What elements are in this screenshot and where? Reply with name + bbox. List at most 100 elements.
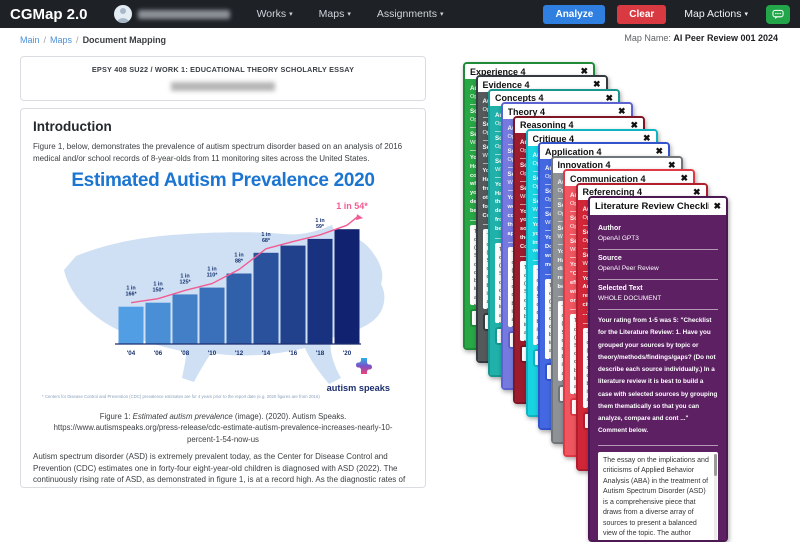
close-icon[interactable]: ✖ [655,146,663,157]
selected-text-value: WHOLE DOCUMENT [598,295,662,302]
panel-header[interactable]: Application 4 ✖ [540,144,668,160]
close-icon[interactable]: ✖ [580,66,588,76]
document-body-box: Introduction Figure 1, below, demonstrat… [20,108,426,488]
prevalence-bar [118,306,143,345]
x-tick-label: '10 [207,350,216,357]
x-tick-label: '18 [315,350,324,357]
panel-title: Communication 4 [570,173,646,184]
breadcrumb-main[interactable]: Main [20,35,40,45]
top-navbar: CGMap 2.0 Works ▾ Maps ▾ Assignments ▾ Anal… [0,0,800,28]
point-label: 1 in 59* [315,218,325,230]
panel-title: Critique 4 [532,133,575,144]
main-menu: Works ▾ Maps ▾ Assignments ▾ [257,8,444,20]
point-label: 1 in 150* [152,282,164,294]
close-icon[interactable]: ✖ [630,119,638,130]
panel-title: Referencing 4 [582,187,643,198]
user-menu[interactable] [113,5,230,23]
source-value: OpenAI Peer Review [598,265,659,272]
rating-text: Your rating from 1-5 was 5: "Checklist f… [598,310,718,446]
chart-title: Estimated Autism Prevalence 2020 [71,170,375,192]
panel-body: Author OpenAI GPT3 Source OpenAI Peer Re… [590,215,726,540]
panel-header[interactable]: Referencing 4 ✖ [577,184,706,200]
close-icon[interactable]: ✖ [667,159,676,170]
document-header-box: EPSY 408 SU22 / WORK 1: EDUCATIONAL THEO… [20,56,426,101]
panel-header[interactable]: Concepts 4 ✖ [490,90,618,106]
prevalence-bar [334,229,359,345]
author-value: OpenAI GPT3 [598,235,639,242]
x-tick-label: '16 [288,350,297,357]
x-tick-label: '14 [261,350,270,357]
panel-header[interactable]: Experience 4 ✖ [465,64,593,79]
breadcrumb-current: Document Mapping [82,35,167,45]
note-panel-checklist[interactable]: Literature Review Checklist 5 ✖ Author O… [588,196,728,542]
panel-header[interactable]: Reasoning 4 ✖ [515,117,643,133]
autism-speaks-puzzle-icon [355,358,372,375]
caret-down-icon: ▾ [439,11,444,18]
x-tick-label: '06 [153,350,162,357]
autism-speaks-logo-text: autism speaks [326,383,389,393]
panel-header[interactable]: Literature Review Checklist 5 ✖ [590,198,726,215]
speech-bubble-icon [772,9,784,19]
menu-maps[interactable]: Maps ▾ [318,8,351,20]
body-paragraph: Autism spectrum disorder (ASD) is extrem… [33,452,406,487]
figure-caption: Figure 1: Estimated autism prevalence (i… [53,412,393,444]
panel-header[interactable]: Critique 4 ✖ [527,131,656,146]
breadcrumb-separator: / [43,35,47,45]
panel-title: Concepts 4 [495,93,544,104]
map-actions-dropdown[interactable]: Map Actions ▾ [684,8,748,20]
panel-header[interactable]: Theory 4 ✖ [502,104,631,120]
breadcrumb-maps[interactable]: Maps [50,35,73,45]
menu-works[interactable]: Works ▾ [256,8,293,20]
author-section: Author OpenAI GPT3 [598,220,718,250]
figure-1: Estimated Autism Prevalence 2020 * Cente… [34,170,412,445]
prevalence-chart: * Centers for Disease Control and Preven… [42,201,390,399]
close-icon[interactable]: ✖ [692,186,701,197]
menu-assignments[interactable]: Assignments ▾ [376,8,444,20]
close-icon[interactable]: ✖ [713,201,721,211]
prevalence-bar [253,252,278,345]
highlight-label: 1 in 54* [336,201,368,211]
close-icon[interactable]: ✖ [680,173,688,184]
user-name-redacted [137,9,230,19]
scrollbar[interactable] [714,453,717,540]
assignment-title: EPSY 408 SU22 / WORK 1: EDUCATIONAL THEO… [91,65,355,74]
point-label: 1 in 88* [234,253,244,265]
close-icon[interactable]: ✖ [617,106,626,117]
x-tick-label: '12 [234,350,243,357]
intro-paragraph: Figure 1, below, demonstrates the preval… [33,142,403,163]
comment-box[interactable]: The essay on the implications and critic… [598,451,718,540]
point-label: 1 in 125* [179,274,191,286]
app-brand: CGMap 2.0 [10,5,88,23]
source-label: Source [598,255,622,262]
prevalence-bar [226,273,251,345]
section-heading: Introduction [33,119,112,134]
x-tick-label: '04 [126,350,135,357]
selected-text-label: Selected Text [598,285,643,292]
trend-line [130,216,357,304]
panel-header[interactable]: Evidence 4 ✖ [477,77,606,93]
map-name-value: AI Peer Review 001 2024 [673,33,778,43]
analyze-button[interactable]: Analyze [543,4,606,24]
breadcrumb-separator: / [76,35,79,45]
caret-down-icon: ▾ [744,11,748,18]
user-avatar-icon [113,5,132,23]
source-section: Source OpenAI Peer Review [598,250,718,280]
prevalence-bar [199,287,224,345]
point-label: 1 in 110* [206,267,218,279]
panel-header[interactable]: Innovation 4 ✖ [552,157,681,173]
close-icon[interactable]: ✖ [592,79,601,90]
chat-button[interactable] [766,4,790,24]
panel-title: Theory 4 [507,106,546,117]
prevalence-bar [172,294,197,345]
panel-header[interactable]: Communication 4 ✖ [565,171,693,187]
panel-title: Literature Review Checklist 5 [595,201,709,212]
x-tick-label: '08 [180,350,189,357]
author-name-redacted [171,82,275,91]
close-icon[interactable]: ✖ [642,133,651,143]
panel-title: Reasoning 4 [520,120,574,131]
clear-button[interactable]: Clear [617,4,667,24]
trend-arrow-icon [355,214,363,221]
document-panel: EPSY 408 SU22 / WORK 1: EDUCATIONAL THEO… [20,56,426,488]
x-tick-label: '20 [342,350,351,357]
close-icon[interactable]: ✖ [605,92,613,103]
